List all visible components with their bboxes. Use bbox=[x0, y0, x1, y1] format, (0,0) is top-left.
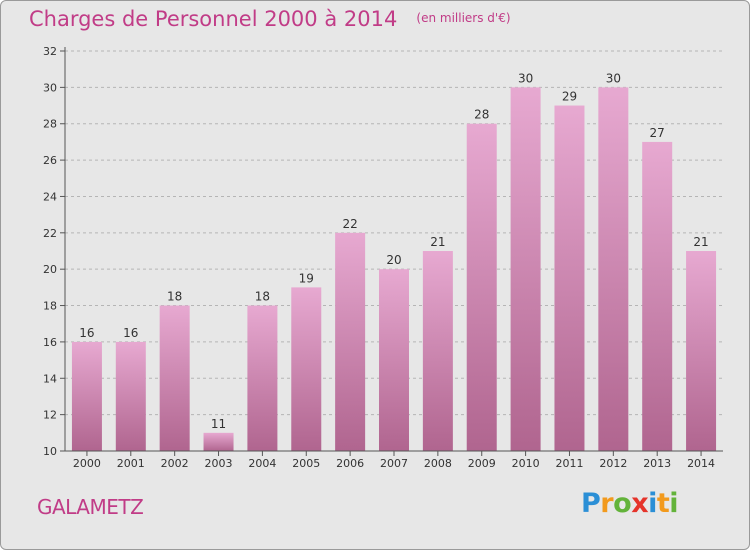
bar bbox=[159, 305, 190, 451]
bar-value-label: 18 bbox=[255, 290, 270, 304]
bar-value-label: 19 bbox=[299, 271, 314, 285]
x-tick-label: 2001 bbox=[117, 457, 145, 470]
y-tick-label: 12 bbox=[43, 409, 57, 422]
x-tick-label: 2004 bbox=[248, 457, 276, 470]
bar bbox=[598, 87, 629, 451]
logo-letter: i bbox=[648, 488, 657, 519]
y-tick-label: 18 bbox=[43, 300, 57, 313]
bar bbox=[686, 251, 717, 451]
x-tick-label: 2005 bbox=[292, 457, 320, 470]
bar-value-label: 18 bbox=[167, 290, 182, 304]
y-tick-label: 24 bbox=[43, 190, 57, 203]
bar-value-label: 20 bbox=[386, 253, 401, 267]
bar-value-label: 29 bbox=[562, 90, 577, 104]
labels-layer: 16 16 18 11 18 19 22 20 21 28 30 29 30 27 21 bbox=[79, 71, 708, 430]
bar-value-label: 27 bbox=[650, 126, 665, 140]
x-tick-label: 2003 bbox=[205, 457, 233, 470]
y-tick-label: 28 bbox=[43, 118, 57, 131]
x-tick-label: 2009 bbox=[468, 457, 496, 470]
bar bbox=[510, 87, 541, 451]
chart-subtitle: (en milliers d'€) bbox=[416, 11, 511, 25]
commune-name: GALAMETZ bbox=[37, 495, 144, 519]
proxiti-logo: Proxiti bbox=[581, 488, 679, 519]
y-tick-label: 14 bbox=[43, 372, 57, 385]
logo-letter: i bbox=[669, 488, 679, 519]
x-tick-label: 2010 bbox=[512, 457, 540, 470]
bar-value-label: 11 bbox=[211, 417, 226, 431]
y-tick-label: 10 bbox=[43, 445, 57, 458]
logo-letter: P bbox=[581, 488, 601, 519]
x-tick-label: 2014 bbox=[687, 457, 715, 470]
bar bbox=[379, 269, 409, 451]
axis-layer: 10 12 14 16 18 20 22 24 26 28 30 32 2000 2001 2002 2003… bbox=[43, 45, 723, 470]
bar bbox=[71, 341, 102, 451]
bar-value-label: 28 bbox=[474, 108, 489, 122]
bar bbox=[247, 305, 278, 451]
y-tick-label: 20 bbox=[43, 263, 57, 276]
bar-value-label: 22 bbox=[342, 217, 357, 231]
bar-value-label: 21 bbox=[693, 235, 708, 249]
x-tick-label: 2002 bbox=[161, 457, 189, 470]
y-tick-label: 26 bbox=[43, 154, 57, 167]
logo-letter: x bbox=[631, 488, 649, 519]
bar bbox=[115, 341, 146, 451]
y-tick-label: 22 bbox=[43, 227, 57, 240]
x-tick-label: 2011 bbox=[555, 457, 583, 470]
bar bbox=[642, 141, 673, 451]
logo-letter: r bbox=[600, 488, 614, 519]
bar bbox=[291, 287, 322, 451]
bar-value-label: 30 bbox=[518, 71, 533, 85]
logo-letter: t bbox=[656, 488, 670, 519]
y-tick-label: 30 bbox=[43, 81, 57, 94]
x-tick-label: 2000 bbox=[73, 457, 101, 470]
bar bbox=[203, 432, 234, 451]
bar bbox=[422, 251, 453, 451]
bar bbox=[466, 123, 497, 452]
bars-layer bbox=[71, 87, 717, 452]
title-row: Charges de Personnel 2000 à 2014 (en mil… bbox=[29, 7, 511, 31]
x-tick-label: 2007 bbox=[380, 457, 408, 470]
bar-value-label: 30 bbox=[606, 71, 621, 85]
bar-value-label: 16 bbox=[123, 326, 138, 340]
y-tick-label: 32 bbox=[43, 45, 57, 58]
x-tick-label: 2008 bbox=[424, 457, 452, 470]
logo-letter: o bbox=[613, 488, 632, 519]
bar-value-label: 16 bbox=[79, 326, 94, 340]
chart-title: Charges de Personnel 2000 à 2014 bbox=[29, 7, 398, 31]
x-tick-label: 2006 bbox=[336, 457, 364, 470]
bar-value-label: 21 bbox=[430, 235, 445, 249]
x-tick-label: 2012 bbox=[599, 457, 627, 470]
bar bbox=[335, 232, 366, 451]
x-tick-label: 2013 bbox=[643, 457, 671, 470]
bar bbox=[554, 105, 585, 451]
y-tick-label: 16 bbox=[43, 336, 57, 349]
